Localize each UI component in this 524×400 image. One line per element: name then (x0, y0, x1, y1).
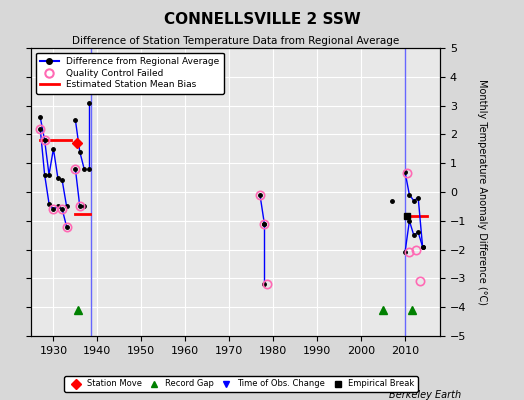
Text: CONNELLSVILLE 2 SSW: CONNELLSVILLE 2 SSW (163, 12, 361, 27)
Legend: Station Move, Record Gap, Time of Obs. Change, Empirical Break: Station Move, Record Gap, Time of Obs. C… (64, 376, 418, 392)
Legend: Difference from Regional Average, Quality Control Failed, Estimated Station Mean: Difference from Regional Average, Qualit… (36, 52, 224, 94)
Y-axis label: Monthly Temperature Anomaly Difference (°C): Monthly Temperature Anomaly Difference (… (477, 79, 487, 305)
Title: Difference of Station Temperature Data from Regional Average: Difference of Station Temperature Data f… (72, 36, 399, 46)
Text: Berkeley Earth: Berkeley Earth (389, 390, 461, 400)
